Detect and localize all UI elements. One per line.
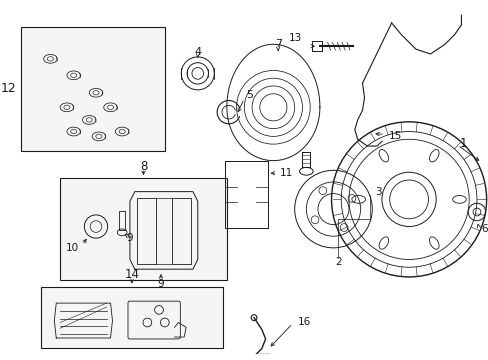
Text: 6: 6 [480, 224, 487, 234]
Bar [119, 211, 125, 230]
Text: 2: 2 [334, 257, 341, 267]
Text: 8: 8 [140, 160, 147, 173]
Text: 12: 12 [1, 82, 17, 95]
Text: 16: 16 [297, 318, 310, 328]
Bar [60, 178, 226, 280]
Bar [41, 287, 223, 348]
Text: 13: 13 [288, 33, 302, 44]
Text: 7: 7 [274, 39, 281, 49]
Text: 10: 10 [65, 243, 79, 253]
Text: 14: 14 [124, 269, 139, 282]
Text: 1: 1 [459, 137, 466, 150]
Text: 9: 9 [157, 279, 164, 289]
Text: 5: 5 [246, 90, 253, 100]
Bar [137, 198, 156, 264]
Text: 11: 11 [280, 168, 293, 178]
Text: 9: 9 [126, 233, 133, 243]
Bar [171, 198, 191, 264]
Bar [311, 41, 321, 51]
Text: 15: 15 [388, 131, 401, 141]
Bar [21, 27, 164, 151]
Text: 3: 3 [374, 186, 381, 197]
Text: 4: 4 [194, 47, 201, 57]
